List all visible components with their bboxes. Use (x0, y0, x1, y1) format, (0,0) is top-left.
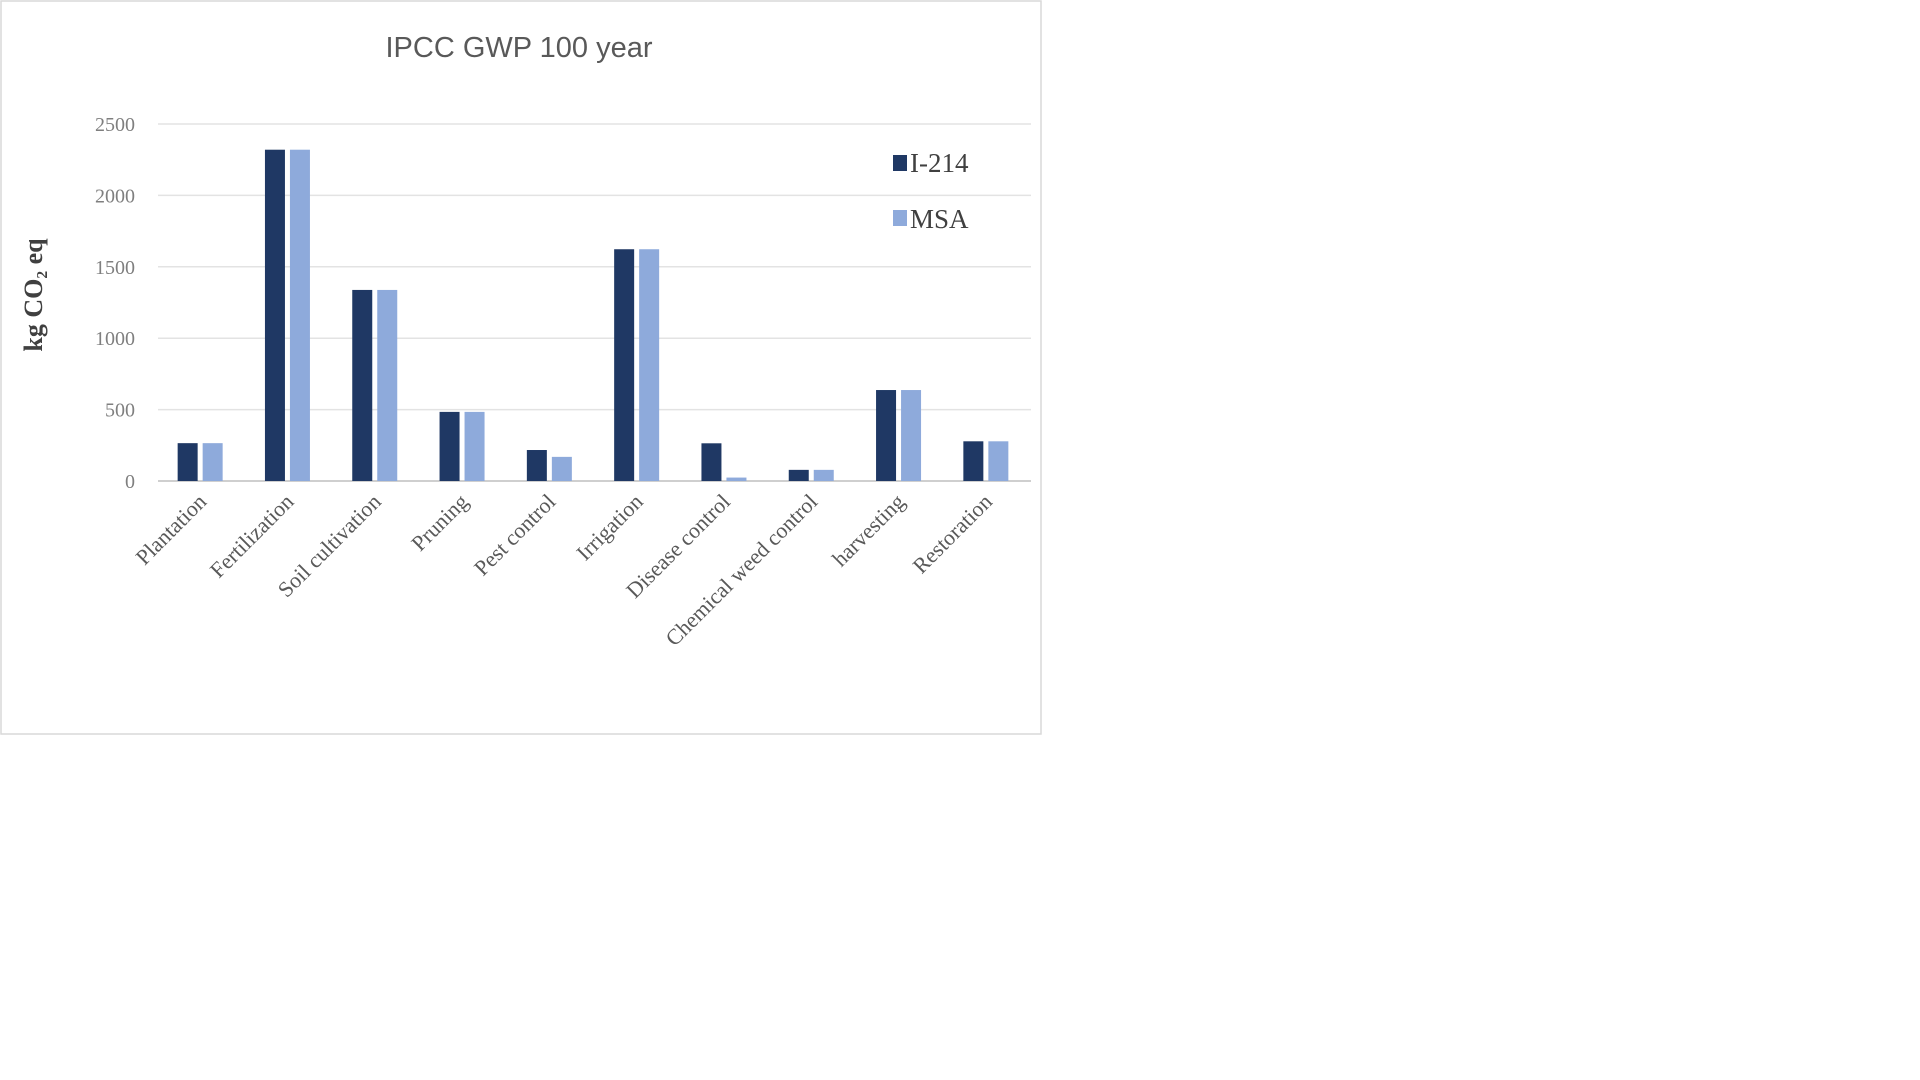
chart-title: IPCC GWP 100 year (385, 32, 652, 64)
y-tick-label: 0 (125, 471, 135, 493)
y-tick-label: 500 (105, 400, 135, 422)
y-axis-label: kg CO₂ eq (19, 238, 48, 352)
bar-i-214-chemical-weed-control (788, 469, 809, 481)
bar-i-214-harvesting (876, 390, 897, 481)
y-tick-label: 1500 (95, 257, 135, 279)
bar-i-214-pruning (439, 411, 460, 481)
chart-border (0, 0, 1042, 735)
legend-swatch-i214 (893, 155, 907, 171)
bar-msa-plantation (202, 443, 223, 481)
bar-msa-pruning (464, 411, 485, 481)
bar-i-214-restoration (963, 441, 984, 481)
bar-msa-irrigation (639, 249, 660, 481)
bar-msa-soil-cultivation (377, 289, 398, 481)
bar-i-214-fertilization (264, 149, 285, 482)
bar-i-214-disease-control (701, 443, 722, 481)
bar-msa-disease-control (726, 477, 747, 481)
legend: I-214 MSA (893, 148, 969, 234)
y-tick-label: 1000 (95, 328, 135, 350)
bar-msa-restoration (988, 441, 1009, 481)
legend-label-msa: MSA (910, 204, 969, 234)
bar-msa-fertilization (289, 149, 310, 482)
bar-i-214-soil-cultivation (352, 289, 373, 481)
bar-i-214-pest-control (526, 450, 547, 481)
bar-msa-pest-control (551, 456, 572, 481)
y-tick-label: 2000 (95, 185, 135, 207)
bar-msa-harvesting (901, 390, 922, 481)
bar-msa-chemical-weed-control (813, 469, 834, 481)
bar-i-214-irrigation (614, 249, 635, 481)
legend-label-i214: I-214 (910, 148, 969, 178)
bar-i-214-plantation (177, 443, 198, 481)
y-tick-label: 2500 (95, 114, 135, 136)
legend-swatch-msa (893, 210, 907, 226)
